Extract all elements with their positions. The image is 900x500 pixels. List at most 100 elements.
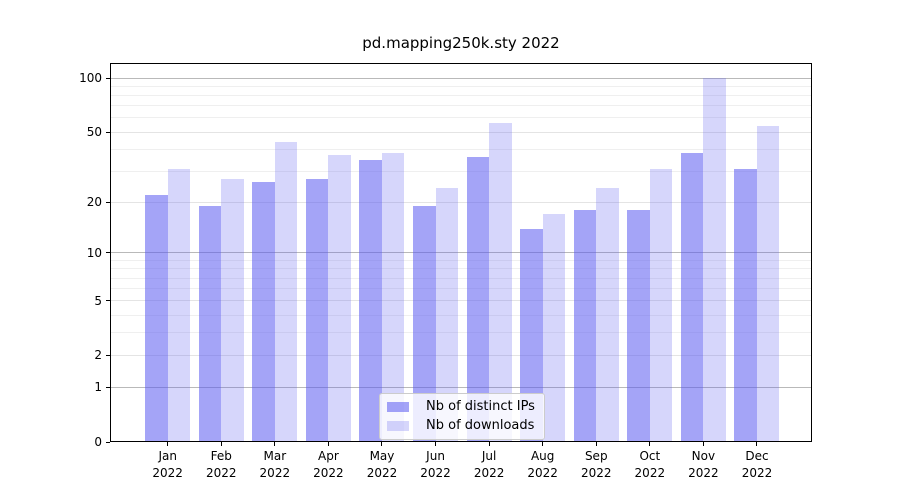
bar-downloads-apr	[328, 155, 351, 442]
legend-swatch-distinct-ips	[387, 401, 409, 412]
x-tick-month: Aug	[530, 449, 555, 463]
x-tick-mar	[274, 442, 276, 446]
bar-ips-dec	[734, 168, 757, 442]
x-tick-year: 2022	[366, 466, 398, 480]
bar-ips-jan	[145, 194, 168, 442]
y-tick-label-2: 2	[94, 348, 102, 363]
y-gridline-2	[110, 354, 812, 356]
y-tick-5	[106, 300, 110, 302]
y-tick-2	[106, 354, 110, 356]
legend-label-downloads: Nb of downloads	[426, 418, 535, 433]
x-tick-jun	[435, 442, 437, 446]
bar-downloads-feb	[221, 179, 244, 442]
legend-row-downloads: Nb of downloads	[387, 418, 535, 433]
x-tick-oct	[649, 442, 651, 446]
x-tick-label-apr: Apr 2022	[300, 448, 356, 482]
x-tick-label-oct: Oct 2022	[622, 448, 678, 482]
y-tick-label-1: 1	[94, 380, 102, 395]
x-tick-aug	[542, 442, 544, 446]
bar-ips-mar	[252, 182, 275, 442]
bar-downloads-nov	[703, 78, 726, 442]
x-tick-nov	[702, 442, 704, 446]
y-gridline-5	[110, 300, 812, 302]
bar-downloads-jan	[167, 168, 191, 442]
x-tick-apr	[327, 442, 329, 446]
x-tick-month: Feb	[210, 449, 232, 463]
x-tick-month: Dec	[745, 449, 769, 463]
y-gridline-1	[110, 386, 812, 388]
bar-ips-jul	[466, 157, 490, 442]
y-tick-label-20: 20	[86, 195, 102, 209]
x-tick-label-jul: Jul 2022	[461, 448, 517, 482]
x-tick-year: 2022	[473, 466, 505, 480]
y-tick-label-5: 5	[94, 293, 102, 308]
bar-downloads-may	[381, 153, 405, 442]
x-tick-month: Jan	[158, 449, 177, 463]
x-tick-jul	[488, 442, 490, 446]
x-tick-sep	[595, 442, 597, 446]
y-tick-1	[106, 386, 110, 388]
x-tick-year: 2022	[527, 466, 558, 480]
bar-ips-apr	[305, 179, 329, 442]
x-tick-year: 2022	[313, 466, 344, 480]
x-tick-year: 2022	[259, 466, 291, 480]
y-gridline-20	[110, 201, 812, 203]
y-tick-0	[106, 441, 110, 443]
y-gridline-3	[110, 332, 812, 334]
y-gridline-6	[110, 288, 812, 290]
x-tick-year: 2022	[688, 466, 719, 480]
y-gridline-9	[110, 259, 812, 261]
x-tick-may	[381, 442, 383, 446]
legend: Nb of distinct IPs Nb of downloads	[379, 393, 545, 440]
bar-downloads-dec	[756, 126, 780, 442]
bar-ips-nov	[680, 153, 704, 442]
y-tick-label-10: 10	[86, 245, 102, 260]
y-gridline-100	[110, 77, 812, 79]
y-tick-10	[106, 252, 110, 254]
y-tick-50	[106, 131, 110, 133]
x-tick-feb	[220, 442, 222, 446]
x-tick-year: 2022	[580, 466, 612, 480]
bar-ips-aug	[520, 228, 543, 442]
x-tick-label-jan: Jan 2022	[140, 448, 196, 482]
bar-ips-sep	[573, 209, 597, 442]
legend-swatch-downloads	[387, 420, 409, 431]
bar-ips-oct	[627, 209, 650, 442]
y-tick-label-0: 0	[94, 435, 102, 449]
y-gridline-50	[110, 131, 812, 133]
bar-downloads-mar	[274, 141, 298, 442]
x-tick-month: May	[369, 449, 395, 463]
x-tick-label-may: May 2022	[354, 448, 410, 482]
y-gridline-10	[110, 252, 812, 254]
legend-row-ips: Nb of distinct IPs	[387, 399, 535, 414]
bar-downloads-oct	[649, 168, 673, 442]
x-tick-label-aug: Aug 2022	[515, 448, 571, 482]
x-tick-month: Jun	[426, 449, 445, 463]
x-tick-year: 2022	[152, 466, 183, 480]
y-gridline-60	[110, 117, 812, 119]
y-gridline-30	[110, 170, 812, 172]
y-tick-20	[106, 201, 110, 203]
bar-downloads-jun	[435, 188, 459, 442]
x-tick-year: 2022	[634, 466, 666, 480]
y-tick-label-50: 50	[86, 125, 102, 140]
x-tick-label-sep: Sep 2022	[568, 448, 624, 482]
chart-title: pd.mapping250k.sty 2022	[362, 34, 560, 52]
x-tick-year: 2022	[420, 466, 451, 480]
x-tick-dec	[756, 442, 758, 446]
x-tick-label-dec: Dec 2022	[729, 448, 785, 482]
x-tick-label-jun: Jun 2022	[408, 448, 464, 482]
y-gridline-8	[110, 268, 812, 270]
y-gridline-90	[110, 85, 812, 87]
bar-downloads-jul	[489, 123, 512, 442]
x-tick-year: 2022	[205, 466, 237, 480]
y-tick-label-100: 100	[79, 71, 102, 86]
x-tick-jan	[167, 442, 169, 446]
x-tick-label-nov: Nov 2022	[675, 448, 731, 482]
y-tick-100	[106, 77, 110, 79]
x-tick-month: Oct	[639, 449, 661, 463]
y-gridline-70	[110, 105, 812, 107]
x-tick-year: 2022	[741, 466, 773, 480]
x-tick-label-feb: Feb 2022	[193, 448, 249, 482]
